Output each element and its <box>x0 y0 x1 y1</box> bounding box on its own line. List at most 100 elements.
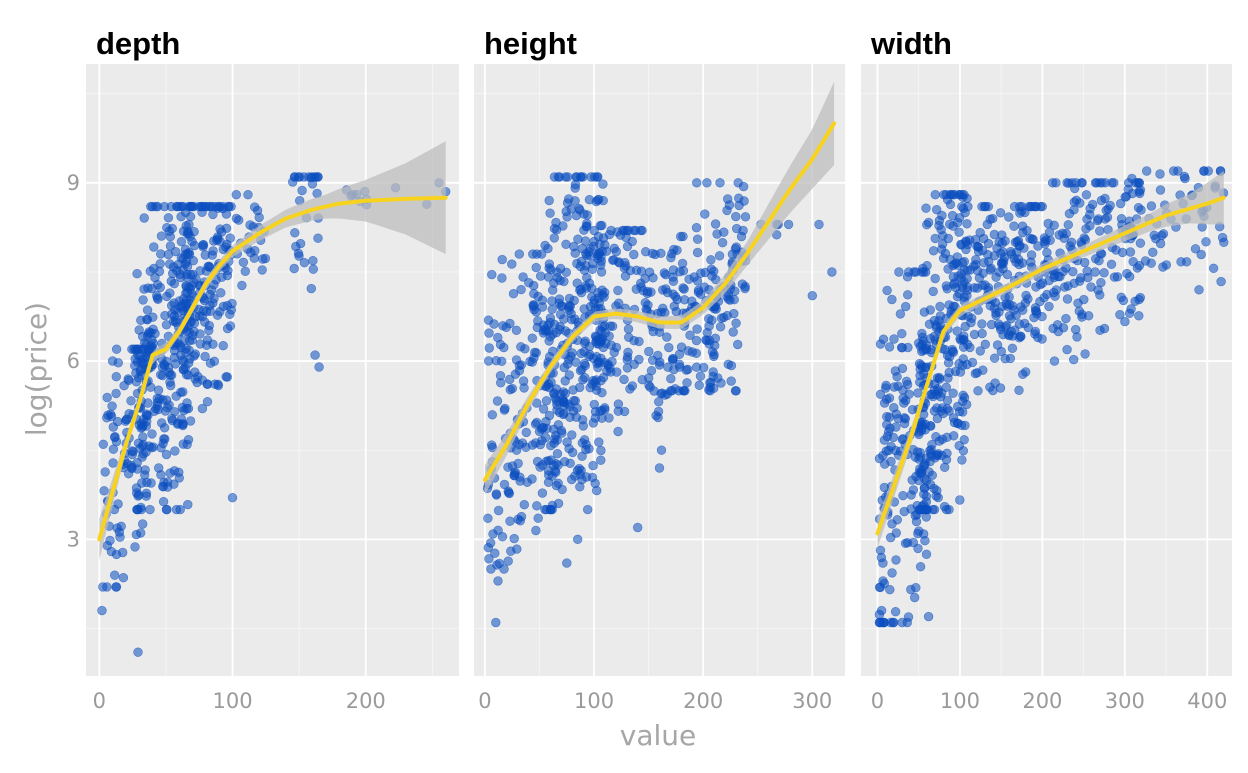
y-axis-title: log(price) <box>20 302 53 436</box>
data-point <box>564 354 574 365</box>
data-point <box>994 267 1004 277</box>
data-point <box>131 529 142 540</box>
data-point <box>1158 262 1168 272</box>
data-point <box>132 269 142 279</box>
data-point <box>631 265 642 275</box>
data-point <box>691 178 702 188</box>
data-point <box>593 194 604 205</box>
data-point <box>957 257 967 268</box>
data-point <box>596 252 606 262</box>
data-point <box>161 320 172 330</box>
data-point <box>692 276 703 286</box>
data-point <box>178 420 188 431</box>
data-point <box>547 504 557 515</box>
data-point <box>521 427 531 438</box>
data-point <box>208 246 218 256</box>
data-point <box>204 261 214 271</box>
data-point <box>107 401 117 411</box>
data-point <box>1073 298 1083 308</box>
data-point <box>133 647 143 657</box>
data-point <box>694 380 704 390</box>
data-point <box>148 442 159 452</box>
data-point <box>139 213 149 223</box>
data-point <box>1155 185 1166 195</box>
data-point <box>222 372 233 382</box>
data-point <box>541 416 551 427</box>
data-point <box>531 262 541 273</box>
data-point <box>490 548 500 558</box>
data-point <box>540 324 551 334</box>
data-point <box>731 211 741 222</box>
data-point <box>516 284 526 295</box>
data-point <box>911 582 921 593</box>
data-point <box>876 605 887 616</box>
data-point <box>211 201 222 212</box>
data-point <box>989 303 1000 313</box>
data-point <box>891 555 901 565</box>
data-point <box>656 248 666 259</box>
data-point <box>171 504 182 515</box>
data-point <box>923 611 934 622</box>
data-point <box>200 317 210 327</box>
data-point <box>666 253 676 263</box>
data-point <box>1042 289 1052 300</box>
data-point <box>139 284 149 294</box>
data-point <box>897 617 907 628</box>
data-point <box>879 398 890 408</box>
data-point <box>960 208 970 218</box>
data-point <box>226 201 236 212</box>
data-point <box>484 328 494 338</box>
data-point <box>882 419 892 430</box>
data-point <box>1109 272 1120 282</box>
data-point <box>483 542 493 553</box>
data-point <box>289 263 299 274</box>
data-point <box>575 482 585 492</box>
data-point <box>596 455 606 465</box>
data-point <box>664 342 674 353</box>
data-point <box>891 528 901 538</box>
data-point <box>885 584 895 595</box>
data-point <box>891 422 901 432</box>
data-point <box>111 372 122 382</box>
data-point <box>1099 268 1109 278</box>
data-point <box>599 357 609 368</box>
panel-title-width: width <box>870 26 952 61</box>
data-point <box>925 334 936 344</box>
data-point <box>150 272 160 283</box>
data-point <box>691 335 702 346</box>
data-point <box>692 234 703 244</box>
data-point <box>594 437 604 447</box>
data-point <box>497 254 507 265</box>
data-point <box>943 233 953 244</box>
data-point <box>944 406 954 416</box>
data-point <box>972 266 983 276</box>
data-point <box>938 253 949 263</box>
data-point <box>194 311 205 321</box>
data-point <box>111 437 122 447</box>
data-point <box>596 267 607 277</box>
data-point <box>499 479 510 490</box>
data-point <box>1037 278 1048 288</box>
data-point <box>667 386 677 396</box>
data-point <box>702 328 712 338</box>
data-point <box>668 265 679 275</box>
data-point <box>240 266 251 276</box>
data-point <box>717 238 728 248</box>
data-point <box>732 339 743 350</box>
data-point <box>670 292 681 302</box>
data-point <box>518 272 528 282</box>
data-point <box>653 397 664 407</box>
data-point <box>509 533 519 544</box>
data-point <box>738 225 748 236</box>
panels-layer: 3 6 9 depth 0 100 200 height 0 100 200 300 width 0 100… <box>67 26 1232 713</box>
data-point <box>961 244 971 255</box>
data-point <box>487 269 497 280</box>
data-point <box>138 519 148 529</box>
data-point <box>944 300 954 310</box>
data-point <box>200 351 210 362</box>
data-point <box>882 412 892 422</box>
data-point <box>1146 258 1156 268</box>
data-point <box>891 409 901 419</box>
data-point <box>606 225 616 236</box>
data-point <box>1061 313 1071 324</box>
